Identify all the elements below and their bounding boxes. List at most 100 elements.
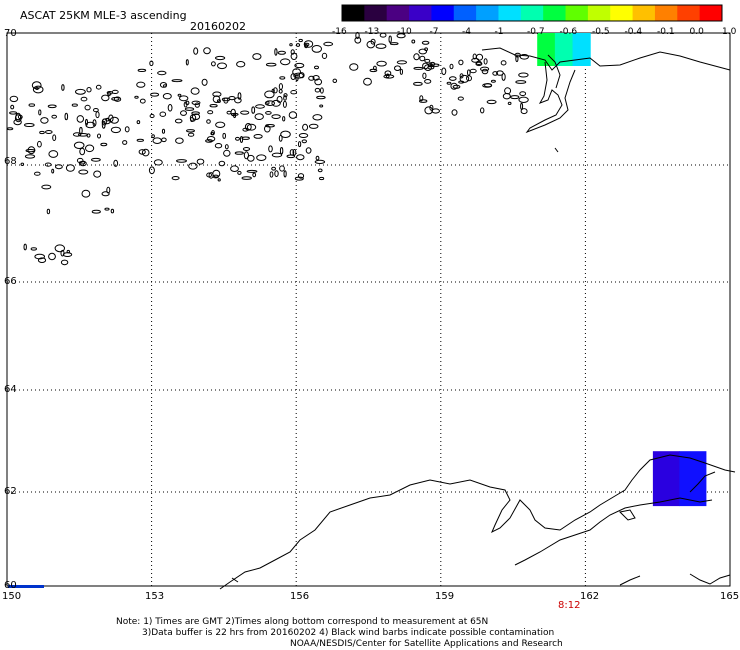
ice-floe xyxy=(458,80,465,84)
ice-floe xyxy=(283,170,287,178)
ice-floe xyxy=(230,165,239,172)
ice-floe xyxy=(9,111,18,115)
ice-floe xyxy=(78,169,89,175)
colorbar-tick-label: -13 xyxy=(364,27,380,37)
ice-floe xyxy=(370,38,376,45)
ice-floe xyxy=(241,136,250,140)
ice-floe xyxy=(51,168,55,174)
ice-floe xyxy=(396,60,407,65)
ice-floe xyxy=(218,160,226,167)
ice-floe xyxy=(91,157,101,162)
ice-floe xyxy=(217,178,221,182)
ice-floe xyxy=(161,128,166,134)
ice-floe xyxy=(457,96,464,101)
ice-floe xyxy=(162,93,172,100)
ice-floe xyxy=(44,162,52,167)
ice-floe xyxy=(388,35,392,43)
colorbar-tick-label: -16 xyxy=(332,27,347,37)
ice-floe xyxy=(283,95,287,101)
ice-floe xyxy=(241,176,252,180)
ice-floe xyxy=(86,87,92,93)
lon-label-165: 165 xyxy=(720,591,740,602)
ice-floe xyxy=(279,76,286,80)
ice-floe xyxy=(45,130,53,134)
colorbar-tick-label: 1.0 xyxy=(722,27,737,37)
ice-floe xyxy=(469,68,477,74)
note-line-2: 3)Data buffer is 22 hrs from 20160202 4)… xyxy=(142,628,555,638)
ice-floe xyxy=(484,83,492,88)
colorbar-border xyxy=(341,4,723,22)
ice-floe xyxy=(295,74,299,82)
colorbar-tick-label: -4 xyxy=(462,27,471,37)
ice-floe xyxy=(79,147,86,156)
ice-floe xyxy=(187,132,195,137)
ice-floe xyxy=(515,55,519,63)
ice-floe xyxy=(61,84,65,91)
ice-floe xyxy=(293,72,304,79)
ice-floe xyxy=(317,168,323,173)
ice-floe xyxy=(106,91,113,95)
ice-floe xyxy=(280,130,291,139)
lat-label-70: 70 xyxy=(4,28,17,39)
ice-floe xyxy=(246,123,257,131)
ice-floe xyxy=(271,114,281,119)
ice-floe xyxy=(421,40,430,45)
colorbar-tick-label: 0.0 xyxy=(689,27,704,37)
ice-floe xyxy=(286,154,296,159)
ice-floe xyxy=(519,54,529,60)
ice-floe xyxy=(110,126,122,134)
lon-label-150: 150 xyxy=(2,591,22,602)
ice-floe xyxy=(296,154,305,161)
ice-floe xyxy=(167,104,173,112)
ice-floe xyxy=(373,65,377,71)
ice-floe xyxy=(320,87,324,94)
ice-floe xyxy=(246,169,258,173)
ice-floe xyxy=(315,155,320,161)
ice-floe xyxy=(85,121,96,129)
ice-floe xyxy=(502,93,511,100)
note-line-1: Note: 1) Times are GMT 2)Times along bot… xyxy=(116,617,489,627)
ice-floe xyxy=(520,108,528,115)
ice-floe xyxy=(518,96,529,104)
ice-floe xyxy=(244,123,252,131)
ice-floe xyxy=(376,60,387,67)
ice-floe xyxy=(518,72,529,78)
ice-floe xyxy=(504,87,512,95)
north-swath-cell xyxy=(572,33,591,66)
ice-floe xyxy=(278,83,283,90)
ice-floe xyxy=(252,172,257,178)
ice-floe xyxy=(452,84,461,89)
ice-floe xyxy=(255,104,265,109)
ice-floe xyxy=(149,113,155,119)
ice-floe xyxy=(215,121,226,129)
lon-label-153: 153 xyxy=(145,591,165,602)
ice-floe xyxy=(223,97,229,104)
colorbar-segment xyxy=(453,5,477,21)
ice-floe xyxy=(278,89,283,94)
ice-floe xyxy=(279,147,284,155)
ice-floe xyxy=(159,111,167,117)
ice-floe xyxy=(109,116,119,124)
ice-floe xyxy=(215,55,226,61)
ice-floe xyxy=(311,45,322,53)
ice-floe xyxy=(480,107,485,114)
ice-floe xyxy=(209,104,218,108)
ice-floe xyxy=(243,151,249,160)
ice-floe xyxy=(136,120,141,125)
ice-floe xyxy=(424,106,434,115)
ice-floe xyxy=(113,159,119,167)
ice-floe xyxy=(46,208,51,215)
ice-floe xyxy=(431,108,441,114)
ice-floe xyxy=(111,89,119,95)
ice-floe xyxy=(314,87,321,93)
ice-floe xyxy=(190,87,200,95)
ice-floe xyxy=(101,120,106,129)
ice-floe xyxy=(60,259,69,266)
ice-floe xyxy=(321,52,328,60)
ice-floe xyxy=(375,43,387,49)
ice-floe xyxy=(264,125,271,133)
ice-floe xyxy=(91,209,101,214)
ice-floe xyxy=(54,244,65,253)
ice-floe xyxy=(305,147,312,154)
ice-floe xyxy=(212,169,221,178)
